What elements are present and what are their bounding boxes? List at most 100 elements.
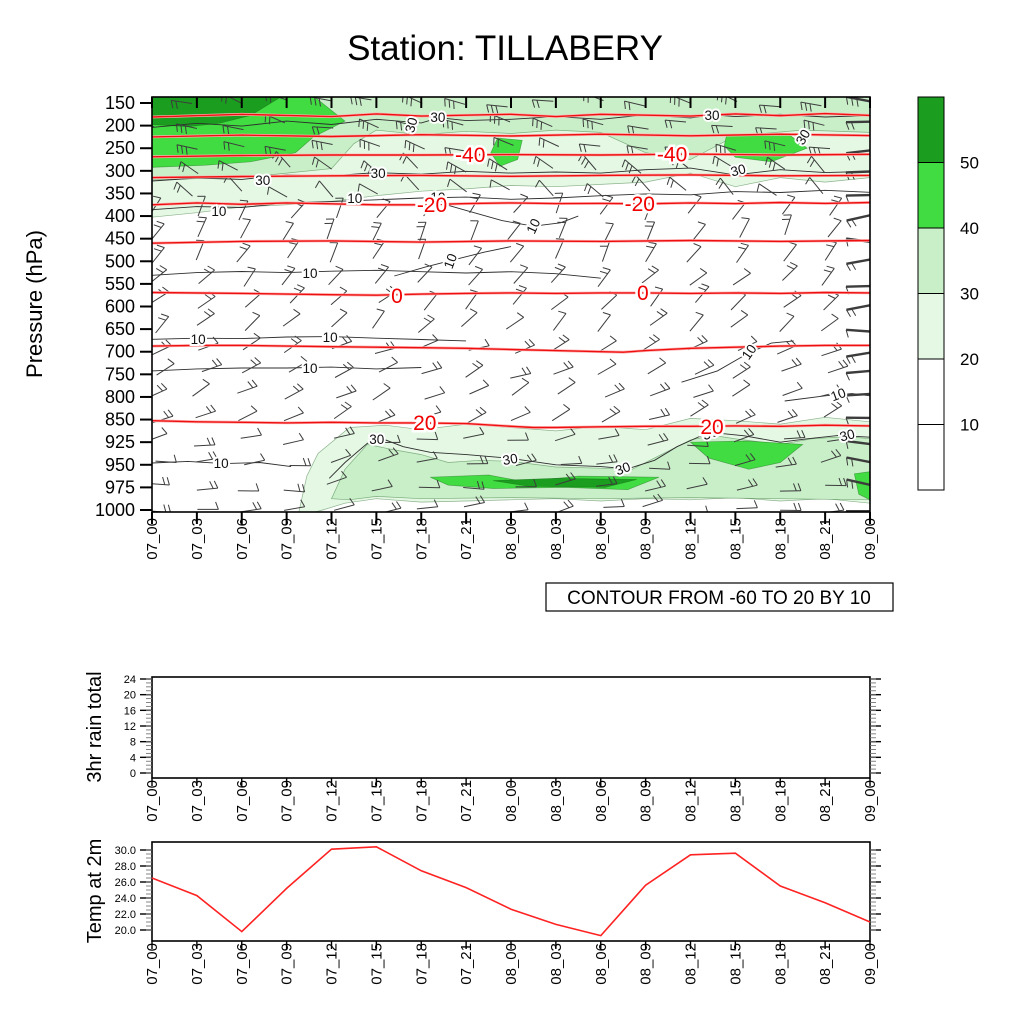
wind-barb-tick (395, 121, 398, 130)
temp-contour-line (152, 420, 870, 429)
wind-barb-staff (779, 315, 795, 332)
wind-barb-staff (821, 268, 835, 286)
wind-barb-staff (268, 186, 288, 198)
main-x-tick-label: 09_00 (862, 518, 879, 560)
wind-barb-tick (489, 179, 492, 188)
wind-barb-tick (750, 335, 758, 342)
wind-barb-staff (624, 159, 642, 174)
wind-barb-staff (846, 149, 870, 155)
wind-barb-tick (693, 243, 702, 248)
wind-barb-staff (509, 245, 525, 263)
wind-barb-tick (845, 122, 850, 130)
wind-barb-tick (487, 158, 490, 167)
wind-barb-tick (176, 185, 181, 193)
temp-contour-label: 0 (637, 282, 649, 305)
temp-contour-line (152, 201, 870, 206)
panel-y-tick-label: 24.0 (115, 893, 136, 905)
wind-barb-tick (563, 362, 570, 369)
wind-barb-tick (827, 294, 836, 299)
isotach-label: 30 (371, 166, 386, 181)
wind-barb-staff (539, 137, 560, 147)
wind-barb-tick (516, 312, 524, 318)
wind-barb-tick (227, 126, 230, 135)
wind-barb-staff (845, 369, 870, 375)
wind-barb-tick (845, 329, 849, 338)
wind-barb-tick (481, 481, 485, 490)
colorbar-segment (917, 227, 945, 294)
wind-barb-tick (181, 145, 184, 154)
wind-barb-staff (641, 269, 659, 284)
wind-barb-staff (598, 435, 620, 440)
wind-barb-staff (331, 312, 348, 328)
wind-barb-tick (397, 434, 401, 443)
wind-barb-tick (660, 308, 668, 314)
wind-barb-staff (197, 217, 207, 238)
wind-barb-tick (385, 410, 392, 418)
wind-barb-staff (420, 411, 442, 419)
wind-barb-tick (845, 395, 850, 403)
wind-barb-tick (587, 120, 589, 129)
wind-barb-tick (651, 265, 659, 271)
wind-barb-tick (311, 156, 315, 165)
wind-barb-staff (152, 483, 170, 486)
wind-barb-tick (307, 458, 312, 466)
wind-barb-tick (137, 160, 140, 168)
main-red-contours (152, 112, 870, 429)
wind-barb-tick (741, 217, 750, 220)
isotach-label: 30 (700, 424, 719, 443)
wind-barb-staff (333, 504, 355, 511)
wind-barb-staff (488, 158, 508, 171)
wind-barb-staff (152, 197, 162, 213)
wind-barb-tick (453, 100, 455, 110)
wind-barb-staff (827, 438, 849, 442)
wind-barb-staff (803, 119, 825, 126)
wind-barb-tick (587, 186, 592, 195)
wind-barb-tick (791, 409, 798, 416)
wind-barb-staff (777, 415, 798, 423)
wind-barb-staff (281, 267, 296, 286)
wind-barb-tick (341, 470, 347, 478)
wind-barb-staff (846, 214, 870, 222)
wind-barb-staff (326, 476, 347, 485)
wind-barb-tick (631, 146, 634, 155)
wind-barb-staff (447, 161, 467, 173)
wind-barb-staff (417, 266, 433, 283)
wind-barb-staff (407, 97, 423, 104)
wind-barb-tick (535, 179, 540, 188)
main-x-tick-label: 08_09 (638, 518, 655, 560)
main-y-tick-label: 1000 (95, 500, 135, 520)
wind-barb-tick (836, 384, 842, 392)
wind-barb-tick (711, 125, 715, 134)
wind-barb-staff (371, 223, 382, 243)
wind-barb-tick (163, 410, 169, 418)
wind-barb-tick (763, 105, 767, 114)
wind-barb-tick (253, 332, 261, 339)
wind-barb-tick (664, 382, 671, 389)
main-x-tick-label: 07_15 (368, 518, 385, 560)
wind-barb-tick (716, 158, 719, 167)
wind-barb-tick (389, 408, 396, 416)
wind-barb-tick (712, 156, 715, 165)
shade-region-50 (152, 97, 282, 128)
wind-barb-staff (156, 363, 175, 376)
panel-x-tick-label: 09_00 (862, 780, 879, 822)
wind-barb-tick (843, 431, 849, 439)
panel-x-tick-label: 07_21 (458, 780, 475, 822)
panel-x-tick-label: 08_15 (727, 943, 744, 985)
panel-x-tick-label: 07_03 (189, 943, 206, 985)
wind-barb-tick (533, 479, 537, 487)
wind-barb-staff (783, 437, 806, 440)
temp-y-axis-title: Temp at 2m (84, 839, 106, 943)
wind-barb-tick (346, 334, 353, 342)
wind-barb-tick (160, 382, 168, 390)
wind-barb-tick (668, 154, 673, 163)
isotach-label: 10 (430, 190, 445, 205)
wind-barb-tick (479, 455, 484, 464)
panel-x-tick-label: 08_18 (772, 943, 789, 985)
wind-barb-tick (558, 336, 566, 343)
wind-barb-tick (703, 361, 711, 368)
wind-barb-tick (311, 126, 316, 135)
wind-barb-staff (845, 170, 870, 174)
wind-barb-staff (845, 193, 870, 197)
colorbar-label: 20 (960, 350, 979, 369)
